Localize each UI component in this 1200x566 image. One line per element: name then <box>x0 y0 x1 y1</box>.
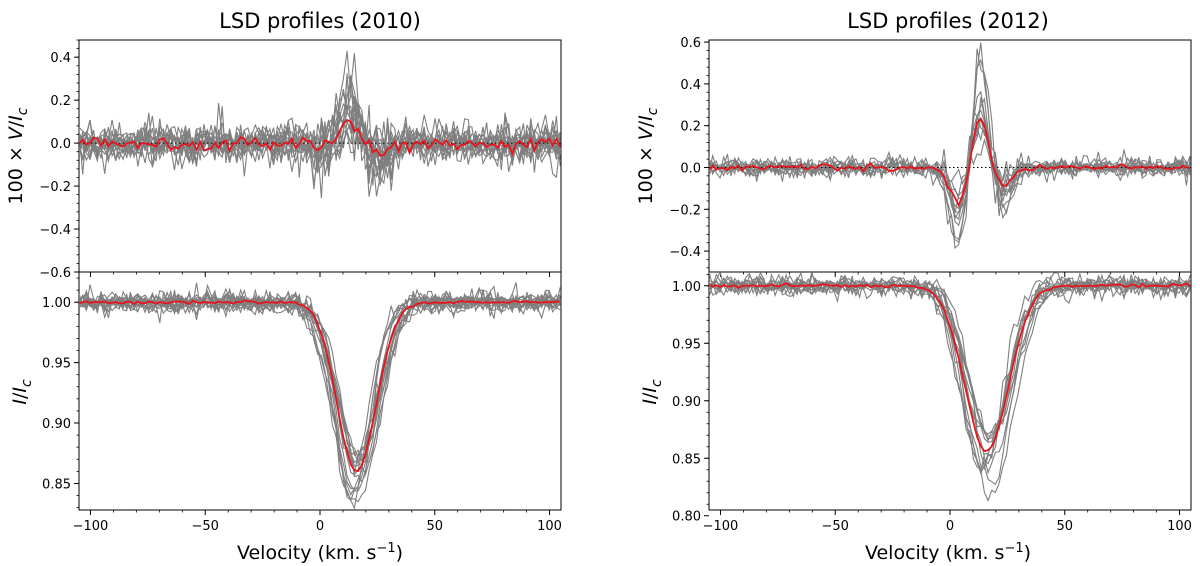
stokes-v-observation-2010-15 <box>79 79 561 191</box>
stokes-v-observation-2010-10 <box>79 118 561 178</box>
stokes-v-mean-2012 <box>709 117 1191 208</box>
stokes-i-panel-2012: 0.80 0.85 0.90 0.95 1.00 −100 −50 0 50 100 <box>672 271 1192 534</box>
stokes-i-observation-2012-7 <box>709 273 1191 475</box>
y-tick-label-v-2012: 0.0 <box>680 161 701 176</box>
stokes-i-observation-2010-4 <box>79 282 561 502</box>
y-tick-label-v-2010: 0.0 <box>50 137 71 152</box>
y-tick-label-v-2010: −0.2 <box>39 180 71 195</box>
stokes-i-mean-2012 <box>709 282 1191 453</box>
x-tick-label-i-2010: 0 <box>316 519 324 534</box>
stokes-v-observation-2012-12 <box>709 116 1191 210</box>
stokes-i-mean-2010 <box>79 299 561 472</box>
y-tick-label-i-2012: 0.90 <box>672 395 701 410</box>
stokes-i-observation-2010-6 <box>79 285 561 476</box>
stokes-i-observation-2010-1 <box>79 282 561 496</box>
stokes-i-observation-2010-8 <box>79 288 561 468</box>
stokes-v-observation-2012-7 <box>709 137 1191 186</box>
stokes-i-observation-2010-2 <box>79 294 561 492</box>
chart-title-2010: LSD profiles (2010) <box>219 9 421 33</box>
stokes-i-panel-2010: 0.85 0.90 0.95 1.00 −100 −50 0 50 100 <box>42 271 562 534</box>
y-tick-label-v-2012: 0.6 <box>680 36 701 51</box>
stokes-v-observation-2012-8 <box>709 90 1191 227</box>
stokes-v-panel-2010: −0.6 −0.4 −0.2 0.0 0.2 0.4 <box>39 39 562 281</box>
y-tick-label-i-2012: 0.80 <box>672 510 701 525</box>
stokes-i-observation-2012-3 <box>709 274 1191 435</box>
chart-2012: LSD profiles (2012) 100 × V/Ic I/Ic −0.4… <box>635 9 1192 564</box>
stokes-i-observation-2010-9 <box>79 284 561 474</box>
stokes-i-observation-2012-10 <box>709 272 1191 443</box>
i-ylabel-2012: I/Ic <box>639 379 665 405</box>
x-tick-label-i-2012: 0 <box>946 519 954 534</box>
y-tick-label-v-2010: 0.2 <box>50 94 71 109</box>
chart-2010: LSD profiles (2010) 100 × V/Ic I/Ic −0.6… <box>5 9 562 564</box>
stokes-v-observation-2012-9 <box>709 97 1191 220</box>
v-ylabel-2010: 100 × V/Ic <box>5 107 31 204</box>
stokes-i-observation-2010-3 <box>79 289 561 474</box>
v-ylabel-2012: 100 × V/Ic <box>635 107 661 204</box>
stokes-v-mean-2010 <box>79 118 561 157</box>
stokes-v-panel-2012: −0.4 −0.2 0.0 0.2 0.4 0.6 <box>669 36 1192 277</box>
y-tick-label-i-2012: 0.95 <box>672 337 701 352</box>
x-tick-label-i-2010: 100 <box>537 519 562 534</box>
stokes-i-observation-2010-12 <box>79 283 561 466</box>
x-tick-label-i-2012: 50 <box>1056 519 1073 534</box>
stokes-v-observation-2012-5 <box>709 58 1191 241</box>
y-tick-label-i-2010: 1.00 <box>42 296 71 311</box>
y-tick-label-i-2010: 0.95 <box>42 357 71 372</box>
plot-frame-i-2012 <box>708 271 1192 511</box>
x-tick-label-i-2010: −50 <box>192 519 219 534</box>
stokes-v-observation-2012-2 <box>709 48 1191 244</box>
y-tick-label-v-2012: −0.4 <box>669 245 701 260</box>
y-tick-label-v-2012: −0.2 <box>669 203 701 218</box>
x-tick-label-i-2010: −100 <box>73 519 109 534</box>
y-tick-label-i-2012: 1.00 <box>672 280 701 295</box>
y-tick-label-v-2010: −0.4 <box>39 223 71 238</box>
plot-frame-v-2012 <box>708 39 1192 273</box>
stokes-v-observation-2012-10 <box>709 97 1191 221</box>
xlabel-2010: Velocity (km. s−1) <box>237 541 403 564</box>
x-tick-label-i-2012: 100 <box>1167 519 1192 534</box>
x-tick-label-i-2012: −100 <box>703 519 739 534</box>
xlabel-2012: Velocity (km. s−1) <box>865 541 1031 564</box>
chart-title-2012: LSD profiles (2012) <box>847 9 1049 33</box>
y-tick-label-i-2012: 0.85 <box>672 452 701 467</box>
y-tick-label-v-2012: 0.4 <box>680 78 701 93</box>
x-tick-label-i-2010: 50 <box>426 519 443 534</box>
i-ylabel-2010: I/Ic <box>9 379 35 405</box>
stokes-i-observation-2012-5 <box>709 276 1191 502</box>
y-tick-label-i-2010: 0.90 <box>42 417 71 432</box>
y-tick-label-i-2010: 0.85 <box>42 477 71 492</box>
stokes-i-observation-2010-5 <box>79 290 561 463</box>
y-tick-label-v-2010: 0.4 <box>50 51 71 66</box>
stokes-i-observation-2012-9 <box>709 275 1191 474</box>
x-tick-label-i-2012: −50 <box>822 519 849 534</box>
y-tick-label-v-2010: −0.6 <box>39 266 71 281</box>
stokes-i-observation-2012-2 <box>709 272 1191 475</box>
y-tick-label-v-2012: 0.2 <box>680 120 701 135</box>
